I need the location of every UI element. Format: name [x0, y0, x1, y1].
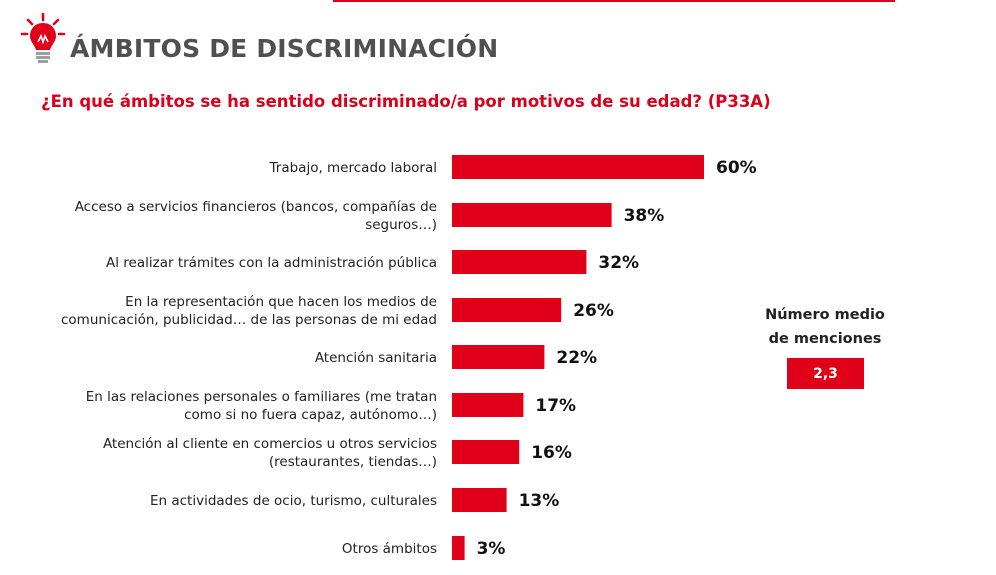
chart-question: ¿En qué ámbitos se ha sentido discrimina… [41, 92, 771, 111]
category-label-4-line-0: Atención sanitaria [315, 350, 437, 366]
category-label-0-line-0: Trabajo, mercado laboral [269, 160, 437, 176]
category-label-2-line-0: Al realizar trámites con la administraci… [106, 255, 437, 271]
category-label-6-line-1: (restaurantes, tiendas…) [269, 454, 437, 470]
category-label-6: Atención al cliente en comercios u otros… [103, 436, 437, 470]
category-label-1-line-1: seguros…) [365, 217, 437, 233]
page-title: ÁMBITOS DE DISCRIMINACIÓN [70, 34, 499, 63]
bar-value-label-5: 17% [535, 396, 576, 416]
bar-value-label-0: 60% [716, 158, 757, 178]
bar-6 [452, 440, 520, 464]
bar-value-label-3: 26% [573, 301, 614, 321]
bar-value-label-1: 38% [624, 206, 665, 226]
category-label-3-line-1: comunicación, publicidad… de las persona… [61, 312, 437, 328]
bar-value-label-2: 32% [598, 253, 639, 273]
bar-value-label-4: 22% [556, 348, 597, 368]
category-label-0: Trabajo, mercado laboral [269, 160, 437, 176]
category-label-4: Atención sanitaria [315, 350, 437, 366]
mean-mentions-label: Número medio de menciones [755, 303, 895, 351]
bar-7 [452, 488, 507, 512]
category-label-1-line-0: Acceso a servicios financieros (bancos, … [75, 199, 437, 215]
bar-3 [452, 298, 562, 322]
category-label-5: En las relaciones personales o familiare… [86, 389, 437, 423]
bar-5 [452, 393, 524, 417]
category-label-3-line-0: En la representación que hacen los medio… [125, 294, 437, 310]
top-accent-rule [333, 0, 895, 2]
category-label-7: En actividades de ocio, turismo, cultura… [150, 493, 437, 509]
bar-8 [452, 536, 465, 560]
category-label-5-line-1: como si no fuera capaz, autónomo…) [184, 407, 437, 423]
category-label-1: Acceso a servicios financieros (bancos, … [75, 199, 437, 233]
bar-2 [452, 250, 587, 274]
category-label-5-line-0: En las relaciones personales o familiare… [86, 389, 437, 405]
category-label-7-line-0: En actividades de ocio, turismo, cultura… [150, 493, 437, 509]
category-label-2: Al realizar trámites con la administraci… [106, 255, 437, 271]
bar-value-label-7: 13% [519, 491, 560, 511]
mean-mentions-label-line1: Número medio [765, 307, 885, 323]
lightbulb-icon [20, 12, 66, 63]
bar-value-label-8: 3% [477, 539, 506, 559]
bar-0 [452, 155, 704, 179]
bar-1 [452, 203, 612, 227]
bar-value-label-6: 16% [531, 443, 572, 463]
category-label-3: En la representación que hacen los medio… [61, 294, 437, 328]
bar-4 [452, 345, 545, 369]
mean-mentions-value: 2,3 [787, 358, 864, 389]
category-label-8-line-0: Otros ámbitos [342, 541, 437, 557]
category-label-8: Otros ámbitos [342, 541, 437, 557]
category-label-6-line-0: Atención al cliente en comercios u otros… [103, 436, 437, 452]
mean-mentions-label-line2: de menciones [768, 331, 882, 347]
